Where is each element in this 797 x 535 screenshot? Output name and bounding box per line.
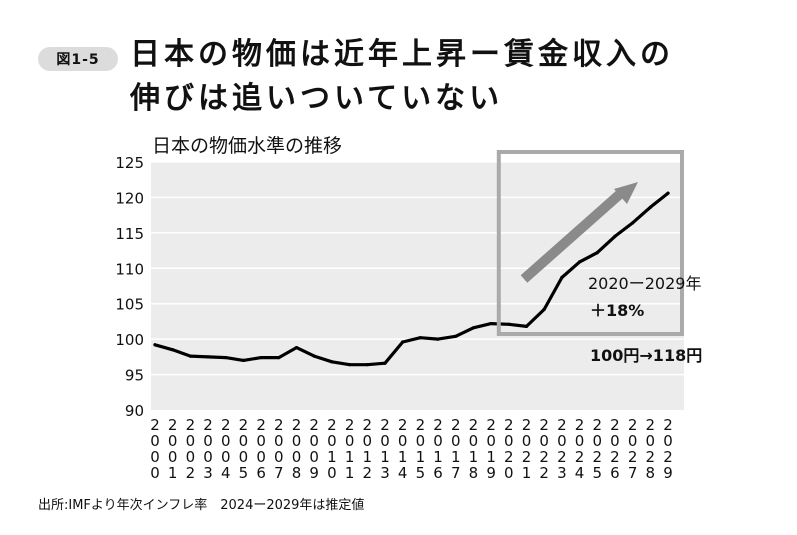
data-point xyxy=(188,354,192,358)
chart-title: 日本の物価水準の推移 xyxy=(152,135,343,157)
source-note: 出所:IMFより年次インフレ率 2024ー2029年は推定値 xyxy=(38,498,365,513)
data-point xyxy=(454,334,458,338)
y-tick-label: 110 xyxy=(115,260,144,278)
price-level-line xyxy=(153,191,670,367)
data-point xyxy=(577,260,582,264)
data-point xyxy=(436,337,440,341)
data-point xyxy=(507,322,511,326)
data-point xyxy=(418,336,422,340)
data-point xyxy=(330,360,334,364)
trend-arrow-head xyxy=(614,182,638,204)
y-tick-label: 115 xyxy=(115,225,144,243)
annotation-price: 100円→118円 xyxy=(590,346,702,365)
data-point xyxy=(542,307,546,311)
annotation-change: ＋18% xyxy=(590,301,644,320)
annotation-period: 2020ー2029年 xyxy=(588,274,701,293)
y-tick-label: 90 xyxy=(125,402,144,420)
data-point xyxy=(277,355,281,360)
data-point xyxy=(648,205,652,209)
data-point xyxy=(365,363,369,367)
data-point xyxy=(401,340,405,344)
data-point xyxy=(241,358,246,362)
data-point xyxy=(471,326,476,330)
y-tick-label: 125 xyxy=(115,154,144,172)
y-tick-label: 120 xyxy=(115,189,144,207)
data-point xyxy=(171,348,175,352)
data-point xyxy=(666,191,670,195)
data-point xyxy=(489,321,493,326)
trend-arrow-shaft xyxy=(520,190,624,283)
data-point xyxy=(294,346,299,350)
data-point xyxy=(595,251,599,255)
highlight-box xyxy=(496,150,684,336)
data-point xyxy=(312,354,316,358)
title-line-2: 伸びは追いついていない xyxy=(130,81,504,116)
data-point xyxy=(224,355,228,360)
y-tick-label: 95 xyxy=(125,367,144,385)
data-point xyxy=(613,234,617,238)
data-point xyxy=(560,275,564,280)
data-point xyxy=(524,324,529,328)
data-point xyxy=(383,361,387,365)
title-line-1: 日本の物価は近年上昇ー賃金収入の xyxy=(130,37,674,72)
data-point xyxy=(259,355,263,360)
y-tick-label: 100 xyxy=(115,331,144,349)
data-point xyxy=(347,363,352,367)
data-point xyxy=(206,355,210,359)
plot-background xyxy=(151,162,684,410)
figure-label: 図1-5 xyxy=(38,47,118,71)
y-tick-label: 105 xyxy=(115,296,144,314)
data-point xyxy=(153,343,157,347)
data-point xyxy=(631,221,635,225)
